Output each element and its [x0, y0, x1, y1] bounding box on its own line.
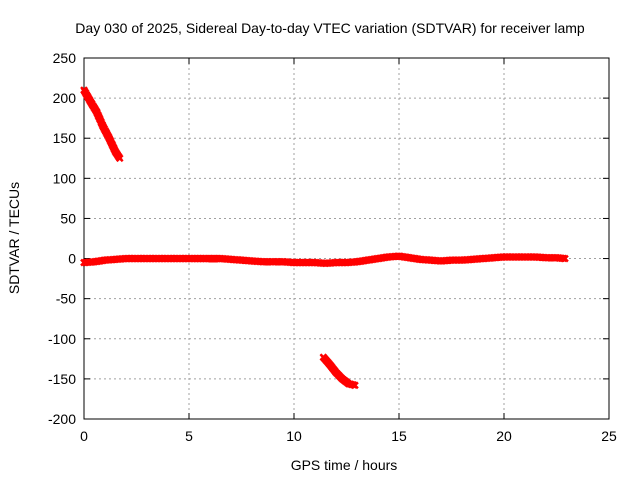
trace-segment [346, 380, 358, 389]
y-tick-label: 100 [53, 170, 77, 186]
x-axis-label: GPS time / hours [291, 457, 398, 473]
data-point [115, 154, 124, 163]
y-tick-label: -150 [48, 371, 76, 387]
x-tick-label: 0 [80, 428, 88, 444]
y-tick-label: 200 [53, 90, 77, 106]
series-1 [80, 86, 124, 163]
y-tick-label: 250 [53, 50, 77, 66]
chart-title: Day 030 of 2025, Sidereal Day-to-day VTE… [75, 20, 585, 36]
x-tick-label: 20 [496, 428, 512, 444]
data-points [80, 86, 569, 390]
y-tick-label: -50 [56, 291, 76, 307]
x-tick-label: 5 [185, 428, 193, 444]
series-0 [80, 252, 569, 268]
y-tick-label: -200 [48, 411, 76, 427]
y-tick-label: -100 [48, 331, 76, 347]
x-tick-label: 25 [601, 428, 617, 444]
data-point [561, 254, 569, 263]
x-tick-label: 10 [286, 428, 302, 444]
axis-ticks: 0 5 10 15 20 25 -200 -150 -100 -50 0 50 100 150 200 250 [48, 50, 617, 444]
y-tick-label: 0 [68, 251, 76, 267]
y-tick-label: 50 [60, 210, 76, 226]
plot-frame [83, 57, 610, 420]
series-2 [319, 353, 359, 390]
y-tick-label: 150 [53, 130, 77, 146]
trace-segment [186, 254, 209, 263]
y-axis-label: SDTVAR / TECUs [6, 182, 22, 294]
x-tick-label: 15 [391, 428, 407, 444]
data-point [351, 381, 359, 390]
